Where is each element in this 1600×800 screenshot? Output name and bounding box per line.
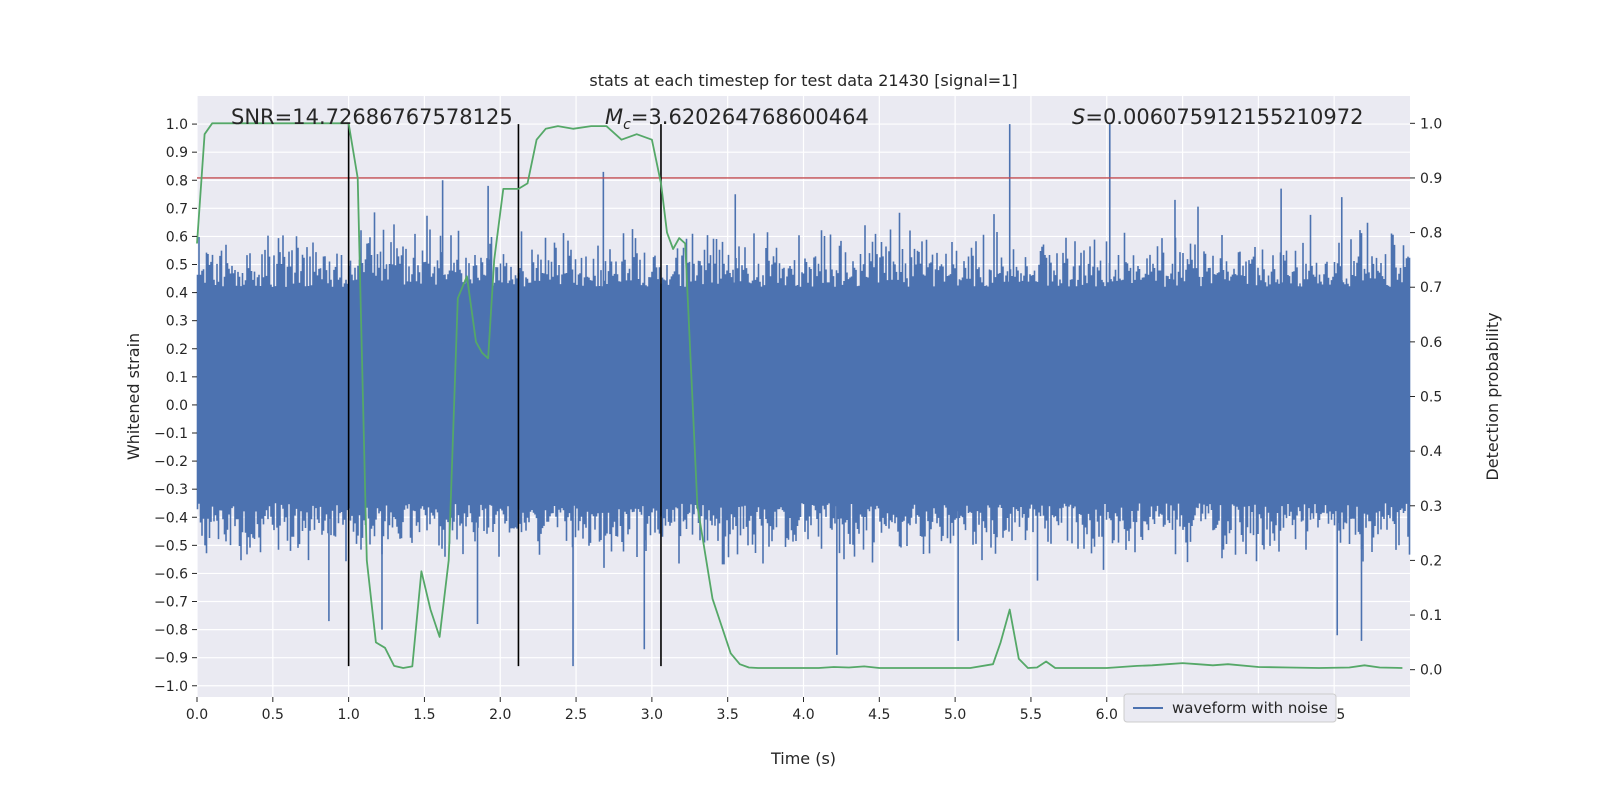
y-left-tick-label: −0.9 bbox=[154, 651, 188, 667]
y-left-tick-label: −0.7 bbox=[154, 595, 188, 611]
y-right-tick-label: 0.2 bbox=[1420, 553, 1442, 569]
x-tick-label: 3.5 bbox=[717, 707, 739, 723]
y-right-tick-label: 0.3 bbox=[1420, 499, 1442, 515]
vertical-markers bbox=[347, 124, 662, 667]
legend-label-waveform: waveform with noise bbox=[1172, 699, 1328, 717]
x-tick-label: 3.0 bbox=[641, 707, 663, 723]
y-left-tick-label: −0.6 bbox=[154, 566, 188, 582]
y-left-tick-label: 0.1 bbox=[166, 370, 188, 386]
chirp-mass-annotation: Mc=3.620264768600464 bbox=[605, 105, 869, 133]
x-tick-label: 1.0 bbox=[337, 707, 359, 723]
y-right-tick-label: 1.0 bbox=[1420, 116, 1442, 132]
y-right-tick-label: 0.5 bbox=[1420, 390, 1442, 406]
y-right-tick-label: 0.0 bbox=[1420, 663, 1442, 679]
y-left-tick-label: −1.0 bbox=[154, 679, 188, 695]
y-left-tick-label: 0.8 bbox=[166, 173, 188, 189]
y-axis-label-left: Whitened strain bbox=[124, 333, 143, 460]
legend-box bbox=[1123, 693, 1337, 723]
x-tick-label: 0.0 bbox=[186, 707, 208, 723]
y-left-tick-label: −0.8 bbox=[154, 623, 188, 639]
y-left-tick-label: 0.3 bbox=[166, 314, 188, 330]
y-right-tick-label: 0.1 bbox=[1420, 608, 1442, 624]
x-tick-label: 2.5 bbox=[565, 707, 587, 723]
y-left-tick-label: 0.0 bbox=[166, 398, 188, 414]
y-right-tick-label: 0.9 bbox=[1420, 171, 1442, 187]
chart-title: stats at each timestep for test data 214… bbox=[589, 71, 1017, 90]
axis-ticks: 0.00.51.01.52.02.53.03.54.04.55.05.56.06… bbox=[154, 116, 1442, 723]
x-tick-label: 4.5 bbox=[868, 707, 890, 723]
y-left-tick-label: 0.2 bbox=[166, 342, 188, 358]
y-left-tick-label: −0.2 bbox=[154, 454, 188, 470]
s-symbol: S bbox=[1072, 105, 1085, 129]
y-left-tick-label: −0.5 bbox=[154, 538, 188, 554]
chirp-mass-subscript: c bbox=[623, 117, 631, 133]
y-left-tick-label: −0.3 bbox=[154, 482, 188, 498]
x-tick-label: 2.0 bbox=[489, 707, 511, 723]
detection-probability-line bbox=[196, 122, 1403, 669]
waveform-core bbox=[197, 343, 1410, 448]
y-axis-label-right: Detection probability bbox=[1483, 312, 1502, 480]
s-annotation: S=0.006075912155210972 bbox=[1072, 105, 1363, 129]
y-left-tick-label: 0.4 bbox=[166, 286, 188, 302]
x-tick-label: 1.5 bbox=[413, 707, 435, 723]
y-right-tick-label: 0.7 bbox=[1420, 280, 1442, 296]
chirp-mass-value: =3.620264768600464 bbox=[631, 105, 869, 129]
x-axis-label: Time (s) bbox=[770, 749, 836, 768]
y-left-tick-label: 0.7 bbox=[166, 201, 188, 217]
y-left-tick-label: 0.5 bbox=[166, 258, 188, 274]
y-right-tick-label: 0.6 bbox=[1420, 335, 1442, 351]
y-left-tick-label: −0.1 bbox=[154, 426, 188, 442]
x-tick-label: 5.0 bbox=[944, 707, 966, 723]
y-right-tick-label: 0.4 bbox=[1420, 444, 1442, 460]
x-tick-label: 0.5 bbox=[262, 707, 284, 723]
x-tick-label: 6.0 bbox=[1096, 707, 1118, 723]
y-left-tick-label: 0.9 bbox=[166, 145, 188, 161]
chirp-mass-symbol: M bbox=[605, 105, 623, 129]
s-value: =0.006075912155210972 bbox=[1085, 105, 1363, 129]
legend: waveform with noise bbox=[1123, 693, 1337, 723]
snr-annotation: SNR=14.72686767578125 bbox=[231, 105, 513, 129]
x-tick-label: 4.0 bbox=[792, 707, 814, 723]
waveform-series bbox=[196, 124, 1411, 667]
y-right-tick-label: 0.8 bbox=[1420, 226, 1442, 242]
y-left-tick-label: 1.0 bbox=[166, 117, 188, 133]
detection-probability-series bbox=[196, 122, 1403, 669]
y-left-tick-label: 0.6 bbox=[166, 229, 188, 245]
x-tick-label: 5.5 bbox=[1020, 707, 1042, 723]
y-left-tick-label: −0.4 bbox=[154, 510, 188, 526]
